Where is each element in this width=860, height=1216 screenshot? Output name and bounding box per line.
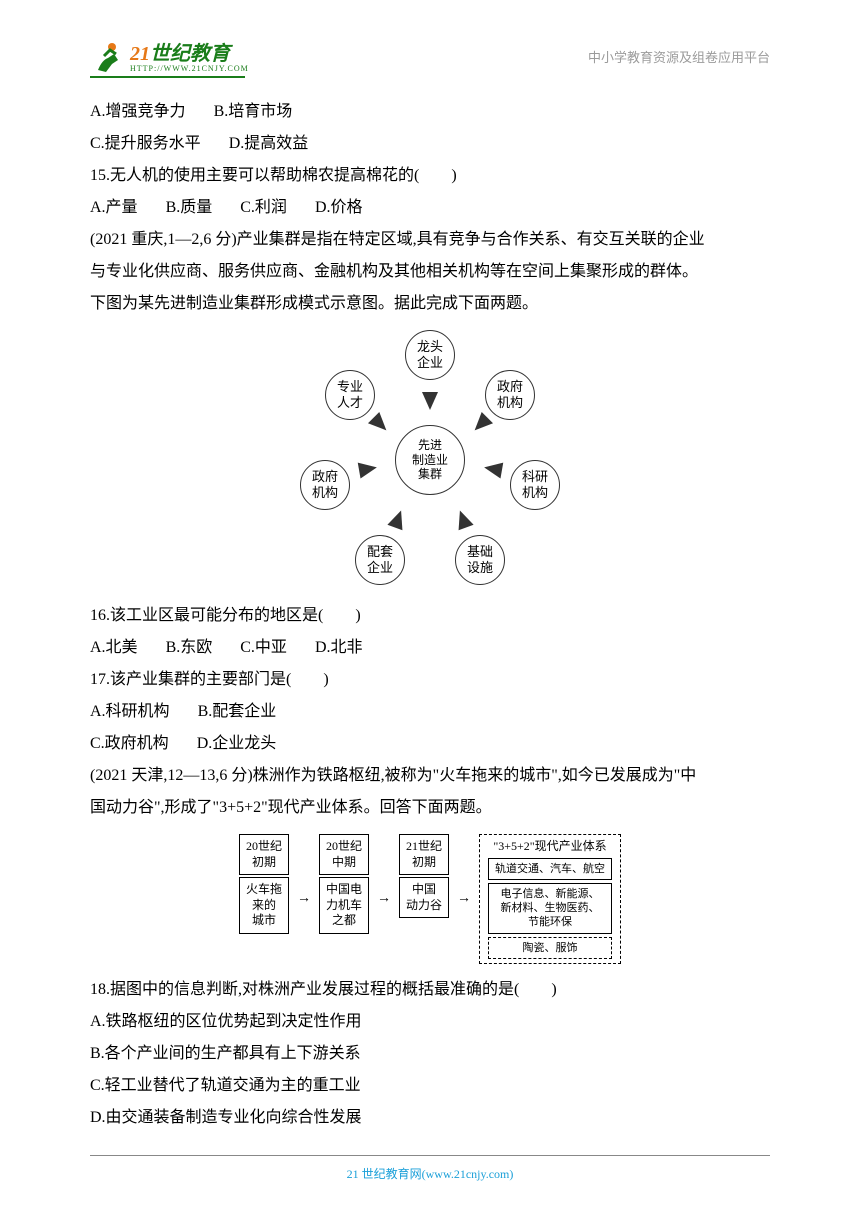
system-box3: 陶瓷、服饰 [488,937,612,959]
q17-option-b: B.配套企业 [198,696,277,728]
diagram1-node-5: 政府 机构 [300,460,350,510]
diagram1-arrow-icon-5 [358,460,379,479]
q18-option-d: D.由交通装备制造专业化向综合性发展 [90,1102,770,1134]
logo-prefix: 21 [130,43,150,65]
q16-option-c: C.中亚 [240,632,287,664]
q17-options-row1: A.科研机构 B.配套企业 [90,696,770,728]
arrow-icon: → [295,890,313,908]
system-box1: 轨道交通、汽车、航空 [488,858,612,880]
logo-suffix: 世纪教育 [150,43,230,65]
diagram1-node-1: 政府 机构 [485,370,535,420]
arrow-icon: → [375,890,393,908]
col2-top: 20世纪 中期 [319,834,369,875]
q16-option-b: B.东欧 [166,632,213,664]
q18-option-a: A.铁路枢纽的区位优势起到决定性作用 [90,1006,770,1038]
q15-option-a: A.产量 [90,192,138,224]
q15-option-d: D.价格 [315,192,363,224]
q15-option-b: B.质量 [166,192,213,224]
system-box2: 电子信息、新能源、 新材料、生物医药、 节能环保 [488,883,612,934]
col2-bot: 中国电 力机车 之都 [319,877,369,934]
diagram1-arrow-icon-2 [483,460,504,479]
diagram1-center-node: 先进 制造业 集群 [395,425,465,495]
logo: 21世纪教育 HTTP://WWW.21CNJY.COM [90,40,249,76]
passage2-line2: 国动力谷",形成了"3+5+2"现代产业体系。回答下面两题。 [90,792,770,824]
q17-option-a: A.科研机构 [90,696,170,728]
logo-main-text: 21世纪教育 [130,43,249,65]
passage1-line3: 下图为某先进制造业集群形成模式示意图。据此完成下面两题。 [90,288,770,320]
timeline-col1: 20世纪 初期 火车拖 来的 城市 [239,834,289,934]
q15-options: A.产量 B.质量 C.利润 D.价格 [90,192,770,224]
q18-stem: 18.据图中的信息判断,对株洲产业发展过程的概括最准确的是( ) [90,974,770,1006]
q16-stem: 16.该工业区最可能分布的地区是( ) [90,600,770,632]
arrow-icon: → [455,890,473,908]
page-header: 21世纪教育 HTTP://WWW.21CNJY.COM 中小学教育资源及组卷应… [90,40,770,76]
q14-options-row2: C.提升服务水平 D.提高效益 [90,128,770,160]
diagram1-arrow-icon-1 [469,412,493,436]
q14-option-a: A.增强竞争力 [90,96,186,128]
q15-option-c: C.利润 [240,192,287,224]
col1-bot: 火车拖 来的 城市 [239,877,289,934]
diagram1-arrow-icon-3 [452,508,473,530]
passage1-line1: (2021 重庆,1—2,6 分)产业集群是指在特定区域,具有竞争与合作关系、有… [90,224,770,256]
diagram1-node-0: 龙头 企业 [405,330,455,380]
q17-stem: 17.该产业集群的主要部门是( ) [90,664,770,696]
timeline-col2: 20世纪 中期 中国电 力机车 之都 [319,834,369,934]
q14-options-row1: A.增强竞争力 B.培育市场 [90,96,770,128]
zhuzhou-diagram-container: 20世纪 初期 火车拖 来的 城市 → 20世纪 中期 中国电 力机车 之都 →… [90,834,770,964]
q15-stem: 15.无人机的使用主要可以帮助棉农提高棉花的( ) [90,160,770,192]
q17-option-c: C.政府机构 [90,728,169,760]
diagram1-node-6: 专业 人才 [325,370,375,420]
logo-text: 21世纪教育 HTTP://WWW.21CNJY.COM [130,43,249,74]
page-footer: 21 世纪教育网(www.21cnjy.com) [0,1155,860,1186]
diagram1-arrow-icon-6 [368,412,392,436]
q18-option-b: B.各个产业间的生产都具有上下游关系 [90,1038,770,1070]
diagram1-node-4: 配套 企业 [355,535,405,585]
q16-option-a: A.北美 [90,632,138,664]
timeline-col3: 21世纪 初期 中国 动力谷 [399,834,449,918]
q14-option-b: B.培育市场 [214,96,293,128]
q16-options: A.北美 B.东欧 C.中亚 D.北非 [90,632,770,664]
cluster-diagram: 先进 制造业 集群 龙头 企业政府 机构科研 机构基础 设施配套 企业政府 机构… [290,330,570,590]
col3-bot: 中国 动力谷 [399,877,449,918]
q17-option-d: D.企业龙头 [197,728,277,760]
q14-option-c: C.提升服务水平 [90,128,201,160]
diagram1-node-3: 基础 设施 [455,535,505,585]
zhuzhou-diagram: 20世纪 初期 火车拖 来的 城市 → 20世纪 中期 中国电 力机车 之都 →… [239,834,621,964]
logo-runner-icon [90,40,126,76]
system-box: "3+5+2"现代产业体系 轨道交通、汽车、航空 电子信息、新能源、 新材料、生… [479,834,621,964]
col1-top: 20世纪 初期 [239,834,289,875]
footer-text: 21 世纪教育网(www.21cnjy.com) [347,1167,514,1181]
col3-top: 21世纪 初期 [399,834,449,875]
diagram1-arrow-icon-4 [387,508,408,530]
logo-url: HTTP://WWW.21CNJY.COM [130,65,249,74]
q14-option-d: D.提高效益 [229,128,309,160]
header-platform-text: 中小学教育资源及组卷应用平台 [588,45,770,71]
document-content: A.增强竞争力 B.培育市场 C.提升服务水平 D.提高效益 15.无人机的使用… [90,96,770,1134]
q18-option-c: C.轻工业替代了轨道交通为主的重工业 [90,1070,770,1102]
footer-divider [90,1155,770,1156]
q16-option-d: D.北非 [315,632,363,664]
diagram1-node-2: 科研 机构 [510,460,560,510]
q17-options-row2: C.政府机构 D.企业龙头 [90,728,770,760]
passage1-line2: 与专业化供应商、服务供应商、金融机构及其他相关机构等在空间上集聚形成的群体。 [90,256,770,288]
cluster-diagram-container: 先进 制造业 集群 龙头 企业政府 机构科研 机构基础 设施配套 企业政府 机构… [90,330,770,590]
system-title: "3+5+2"现代产业体系 [488,839,612,855]
diagram1-arrow-icon-0 [422,392,438,410]
logo-underline [90,74,245,78]
passage2-line1: (2021 天津,12—13,6 分)株洲作为铁路枢纽,被称为"火车拖来的城市"… [90,760,770,792]
